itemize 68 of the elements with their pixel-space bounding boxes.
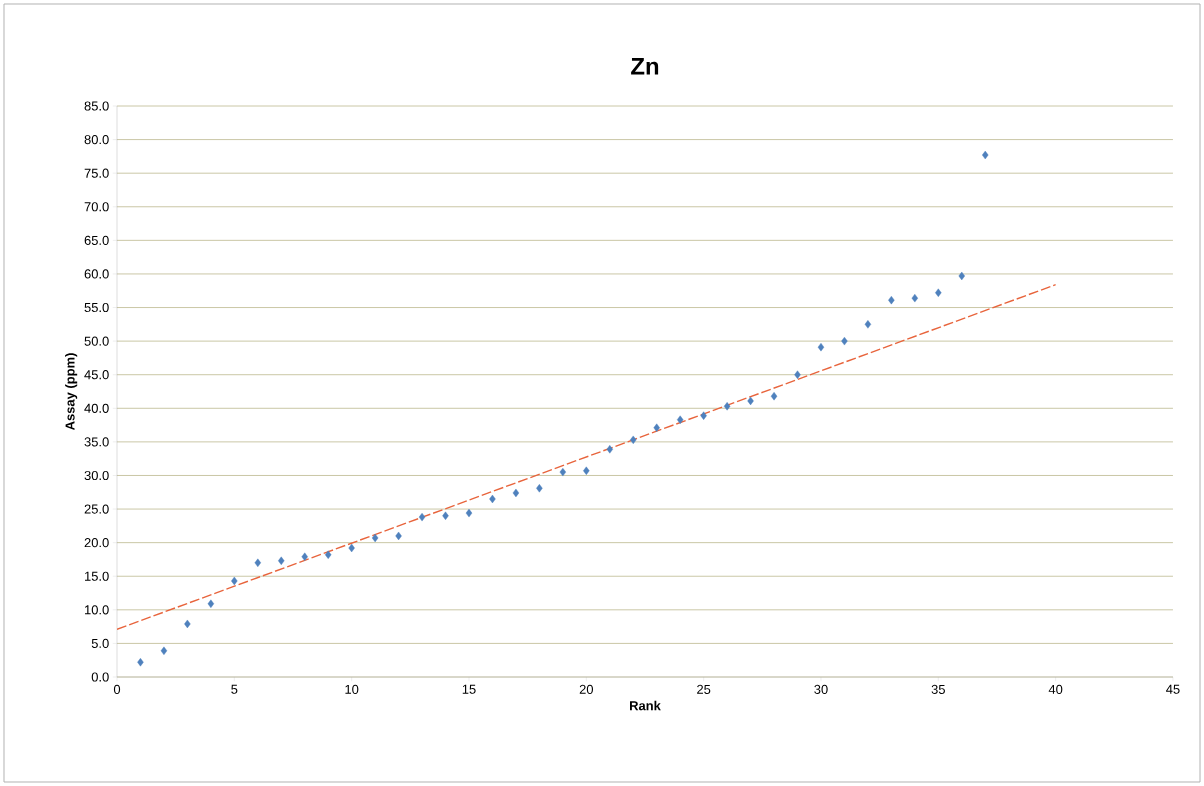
point: [137, 658, 144, 667]
point: [606, 445, 613, 454]
y-tick-label: 70.0: [84, 202, 109, 212]
y-tick-label: 75.0: [84, 168, 109, 178]
x-tick-label: 45: [1166, 684, 1180, 694]
point: [559, 467, 567, 477]
point: [935, 288, 942, 297]
x-tick-label: 35: [931, 684, 945, 694]
point: [395, 531, 402, 541]
point: [418, 512, 426, 522]
point: [676, 415, 684, 424]
point: [231, 576, 238, 586]
x-tick-label: 25: [697, 684, 711, 694]
y-tick-label: 0.0: [91, 672, 109, 682]
chart-title: Zn: [631, 58, 659, 75]
point: [700, 411, 707, 420]
point: [160, 646, 168, 655]
point: [207, 599, 215, 608]
point: [888, 295, 895, 305]
point: [325, 550, 332, 559]
x-tick-label: 5: [231, 684, 238, 694]
x-tick-label: 0: [113, 684, 121, 694]
point: [794, 370, 801, 379]
point: [864, 320, 872, 329]
y-tick-label: 50.0: [84, 336, 109, 346]
point: [184, 619, 191, 629]
point: [911, 293, 919, 303]
y-tick-label: 5.0: [91, 638, 109, 648]
point: [982, 150, 989, 160]
point: [254, 558, 261, 567]
y-tick-label: 15.0: [85, 571, 109, 581]
x-tick-label: 30: [814, 684, 828, 694]
x-axis-title: Rank: [630, 700, 661, 711]
x-tick-label: 40: [1048, 684, 1063, 694]
point: [489, 494, 496, 504]
y-tick-label: 85.0: [84, 101, 109, 111]
point: [278, 556, 285, 565]
y-tick-label: 40.0: [84, 403, 109, 413]
point: [512, 488, 520, 498]
x-tick-label: 15: [462, 684, 476, 694]
point: [817, 342, 825, 352]
y-tick-label: 65.0: [84, 235, 109, 245]
y-tick-label: 25.0: [84, 504, 109, 514]
y-tick-label: 20.0: [84, 538, 109, 548]
y-axis-title: Assay (ppm): [65, 353, 78, 431]
x-tick-label: 20: [579, 684, 594, 694]
point: [371, 533, 379, 543]
y-tick-label: 30.0: [84, 470, 109, 481]
point: [958, 271, 965, 281]
point: [747, 396, 754, 406]
x-tick-label: 10: [345, 684, 359, 694]
y-tick-label: 55.0: [84, 302, 109, 313]
point: [442, 511, 449, 520]
point: [841, 336, 848, 346]
point: [465, 508, 473, 518]
point: [770, 392, 778, 401]
y-tick-label: 45.0: [84, 370, 109, 380]
y-tick-label: 60.0: [84, 269, 109, 279]
point: [653, 423, 660, 432]
point: [536, 484, 543, 493]
y-tick-label: 10.0: [85, 605, 109, 615]
point: [630, 435, 637, 445]
point: [583, 466, 590, 475]
y-tick-label: 80.0: [84, 135, 109, 145]
y-tick-label: 35.0: [84, 437, 109, 447]
point: [301, 552, 308, 561]
point: [348, 543, 355, 553]
point: [723, 402, 731, 411]
